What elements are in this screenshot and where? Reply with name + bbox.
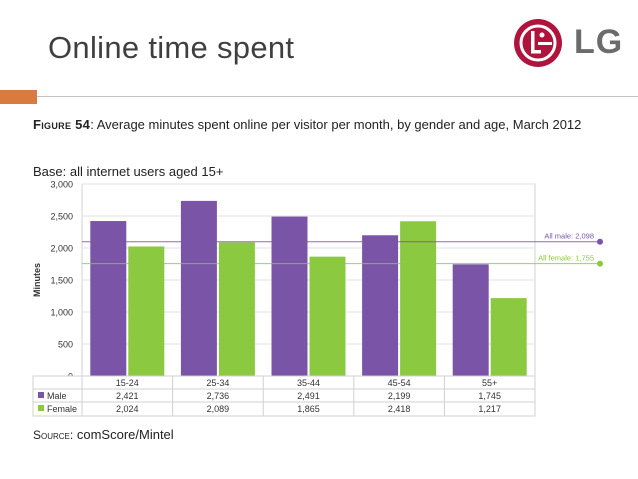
source-note: Source: comScore/Mintel [33, 427, 174, 442]
average-line-label: All female: 1,755 [538, 254, 594, 263]
table-cell-value: 2,491 [297, 391, 320, 401]
legend-swatch-female [38, 405, 44, 411]
lg-face-icon [514, 19, 562, 67]
data-table [32, 375, 536, 417]
y-tick-label: 3,000 [50, 180, 73, 190]
bar-female [400, 221, 437, 376]
table-cell-value: 1,217 [478, 404, 501, 414]
table-cell-value: 2,089 [207, 404, 230, 414]
bar-male [271, 216, 308, 376]
legend-swatch-male [38, 392, 44, 398]
bar-male [180, 200, 217, 376]
x-category-label: 15-24 [116, 378, 139, 388]
page-title: Online time spent [48, 30, 295, 65]
x-category-label: 25-34 [206, 378, 229, 388]
legend-label-female: Female [47, 404, 77, 414]
table-cell-value: 2,421 [116, 391, 139, 401]
x-category-label: 45-54 [388, 378, 411, 388]
table-cell-value: 2,024 [116, 404, 139, 414]
table-cell-value: 1,745 [478, 391, 501, 401]
bar-male [362, 235, 399, 376]
table-cell-value: 1,865 [297, 404, 320, 414]
source-text: comScore/Mintel [76, 427, 174, 442]
y-tick-label: 2,500 [50, 212, 73, 222]
y-tick-label: 500 [58, 340, 73, 350]
bar-male [90, 221, 127, 376]
figure-caption-text: : Average minutes spent online per visit… [90, 117, 582, 132]
source-label: Source: [33, 428, 74, 442]
lg-logo: LG [512, 17, 632, 69]
base-note: Base: all internet users aged 15+ [33, 164, 224, 179]
bar-female [309, 256, 346, 376]
title-divider [37, 96, 638, 97]
bar-female [490, 298, 527, 376]
y-tick-label: 1,500 [50, 276, 73, 286]
average-line-marker [597, 260, 603, 267]
logo-wordmark: LG [574, 23, 624, 61]
figure-caption: Figure 54: Average minutes spent online … [33, 115, 623, 134]
x-category-label: 55+ [482, 378, 497, 388]
average-line-marker [597, 238, 603, 245]
bar-female [218, 242, 255, 376]
bar-female [128, 246, 165, 376]
table-cell-value: 2,418 [388, 404, 411, 414]
y-tick-label: 2,000 [50, 244, 73, 254]
accent-bar [0, 90, 37, 104]
x-category-label: 35-44 [297, 378, 320, 388]
y-axis-label: Minutes [32, 263, 42, 297]
legend-label-male: Male [47, 391, 67, 401]
table-cell-value: 2,199 [388, 391, 411, 401]
figure-label: Figure 54 [33, 117, 91, 132]
table-cell-value: 2,736 [207, 391, 230, 401]
y-tick-label: 1,000 [50, 308, 73, 318]
bar-male [452, 264, 489, 376]
average-line-label: All male: 2,098 [544, 232, 594, 241]
